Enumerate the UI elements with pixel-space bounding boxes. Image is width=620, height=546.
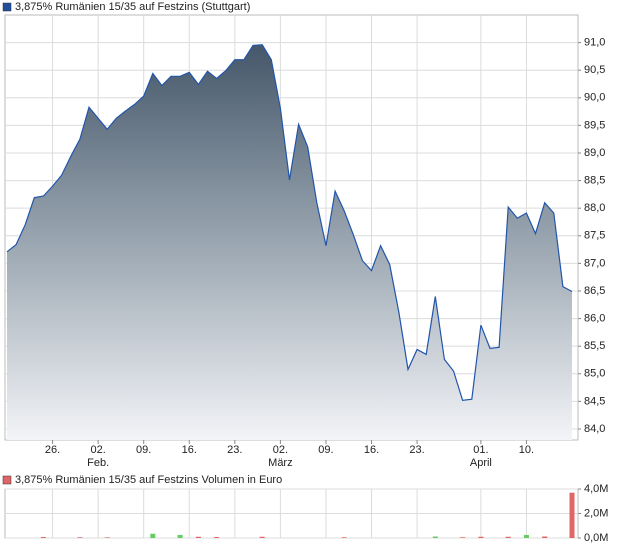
legend-swatch (2, 475, 12, 485)
bar (77, 537, 83, 538)
x-tick-label: 23. (227, 444, 242, 456)
bar (569, 492, 575, 538)
y-tick-label: 86,0 (584, 312, 605, 324)
x-tick-label: 01. (473, 444, 488, 456)
y-tick-label: 89,0 (584, 147, 605, 159)
x-tick-label: 23. (409, 444, 424, 456)
x-tick-label: 02. (273, 444, 288, 456)
x-tick-label: 26. (45, 444, 60, 456)
bar (478, 536, 484, 538)
y-tick-label: 87,0 (584, 257, 605, 269)
bar (195, 536, 201, 538)
bar (460, 537, 466, 538)
y-tick-label: 84,0 (584, 423, 605, 435)
x-tick-label: 09. (136, 444, 151, 456)
bar (505, 536, 511, 538)
area (7, 44, 572, 441)
y-tick-label: 85,0 (584, 368, 605, 380)
x-tick-label: 09. (318, 444, 333, 456)
x-tick-label: 10. (519, 444, 534, 456)
y-tick-label: 0,0M (584, 532, 608, 544)
y-tick-label: 89,5 (584, 119, 605, 131)
bar (214, 537, 220, 538)
bar (523, 534, 529, 538)
x-month-label: Feb. (87, 457, 109, 469)
bar (432, 536, 438, 538)
bar (40, 537, 46, 538)
bar (259, 536, 265, 538)
y-tick-label: 84,5 (584, 395, 605, 407)
y-tick-label: 90,0 (584, 92, 605, 104)
y-tick-label: 88,5 (584, 174, 605, 186)
y-tick-label: 4,0M (584, 483, 608, 495)
x-month-label: März (268, 457, 292, 469)
x-tick-label: 16. (364, 444, 379, 456)
legend-label: 3,875% Rumänien 15/35 auf Festzins (Stut… (15, 1, 250, 13)
bar (177, 534, 183, 538)
y-tick-label: 90,5 (584, 64, 605, 76)
x-month-label: April (470, 457, 492, 469)
bar (341, 537, 347, 538)
y-tick-label: 91,0 (584, 37, 605, 49)
legend-label: 3,875% Rumänien 15/35 auf Festzins Volum… (15, 474, 282, 486)
y-tick-label: 86,5 (584, 285, 605, 297)
bar (150, 533, 156, 538)
bar (104, 537, 110, 538)
x-tick-label: 02. (90, 444, 105, 456)
y-tick-label: 85,5 (584, 340, 605, 352)
y-tick-label: 88,0 (584, 202, 605, 214)
line (6, 44, 573, 401)
bar (542, 536, 548, 538)
y-tick-label: 87,5 (584, 230, 605, 242)
y-tick-label: 2,0M (584, 507, 608, 519)
legend-swatch (2, 2, 12, 12)
x-tick-label: 16. (182, 444, 197, 456)
